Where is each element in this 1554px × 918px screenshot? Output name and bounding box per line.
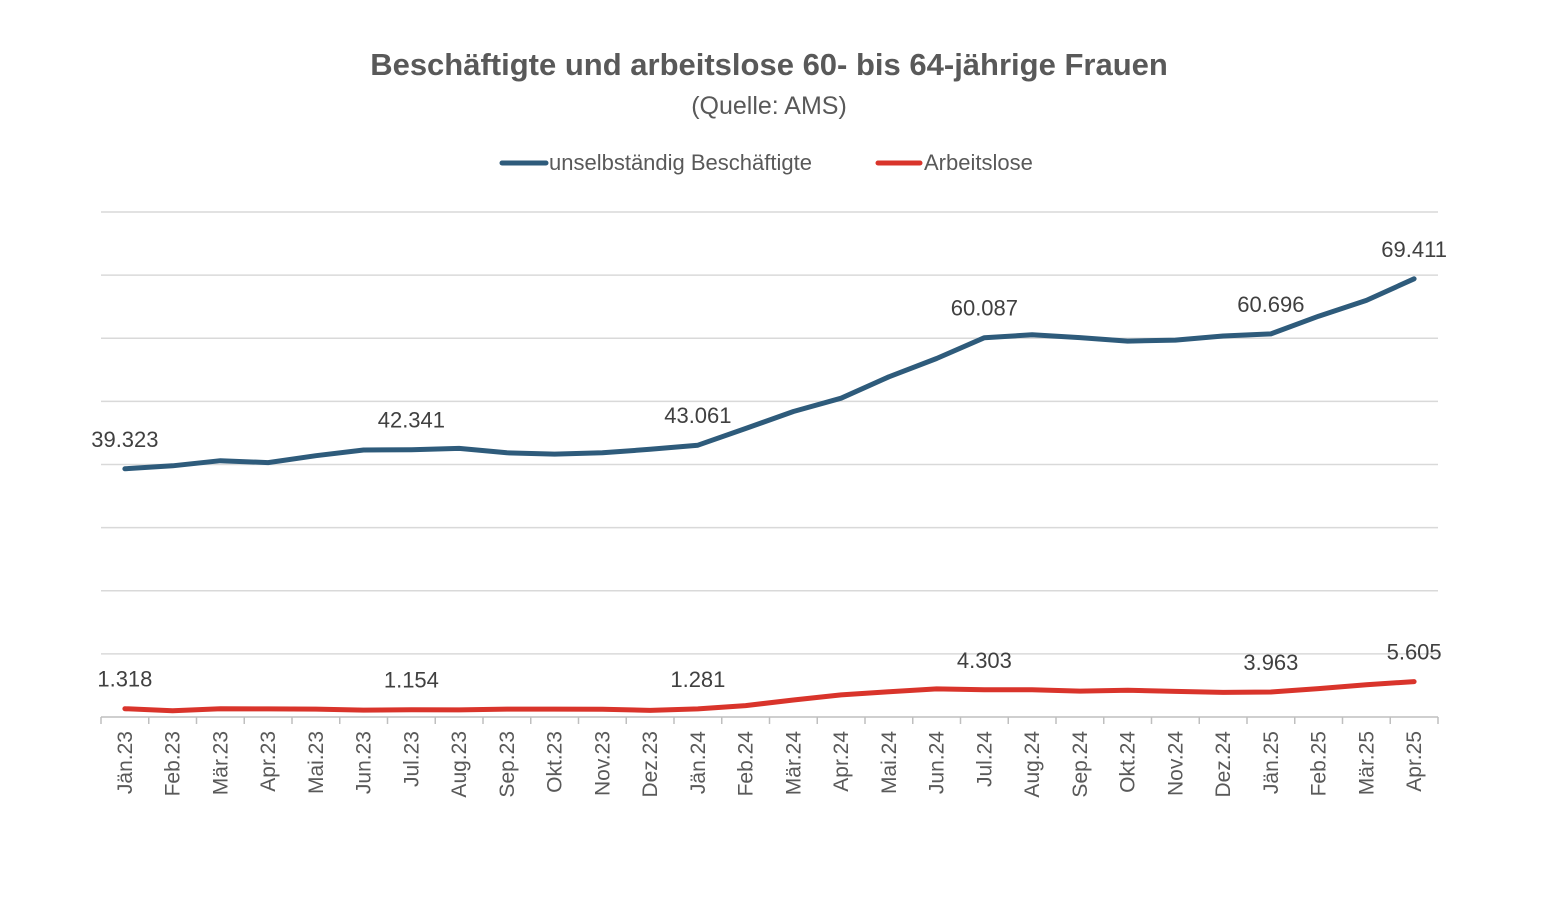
chart-title: Beschäftigte und arbeitslose 60- bis 64-… — [370, 47, 1168, 82]
x-tick-label: Mär.24 — [782, 731, 805, 796]
x-tick-label: Jul.23 — [400, 731, 423, 787]
x-tick-label: Jul.24 — [973, 731, 996, 787]
x-tick-label: Apr.24 — [830, 731, 853, 792]
series-line-0 — [122, 276, 1417, 472]
x-tick-label: Okt.24 — [1117, 731, 1140, 793]
x-tick-label: Dez.23 — [639, 731, 662, 798]
x-tick-label: Mai.23 — [305, 731, 328, 794]
data-label: 39.323 — [91, 427, 158, 452]
data-label: 42.341 — [378, 408, 445, 433]
legend: unselbständig Beschäftigte Arbeitslose — [499, 150, 1033, 175]
series-lines — [122, 276, 1417, 714]
data-label: 1.281 — [670, 667, 725, 692]
x-tick-label: Okt.23 — [544, 731, 567, 793]
x-tick-label: Jun.23 — [353, 731, 376, 794]
x-tick-label: Aug.23 — [448, 731, 471, 798]
x-tick-label: Jän.24 — [687, 731, 710, 794]
x-tick-label: Nov.24 — [1164, 731, 1187, 796]
x-tick-label: Feb.23 — [162, 731, 185, 796]
gridlines — [101, 211, 1438, 655]
x-tick-label: Jän.23 — [114, 731, 137, 794]
data-label: 3.963 — [1243, 650, 1298, 675]
x-tick-label: Jän.25 — [1260, 731, 1283, 794]
data-label: 1.154 — [384, 668, 439, 693]
x-tick-label: Nov.23 — [591, 731, 614, 796]
data-label: 60.087 — [951, 296, 1018, 321]
data-label: 43.061 — [664, 403, 731, 428]
x-tick-label: Feb.25 — [1308, 731, 1331, 796]
series-line-1 — [122, 679, 1417, 714]
x-axis — [100, 716, 1439, 724]
data-label: 5.605 — [1387, 640, 1442, 665]
x-tick-label: Sep.23 — [496, 731, 519, 798]
chart-subtitle: (Quelle: AMS) — [691, 92, 847, 120]
x-tick-label: Dez.24 — [1212, 731, 1235, 798]
x-tick-labels: Jän.23 Feb.23 Mär.23 Apr.23 Mai.23 Jun.23 Jul.… — [114, 731, 1426, 798]
data-label: 1.318 — [97, 667, 152, 692]
x-tick-label: Aug.24 — [1021, 731, 1044, 798]
legend-label-unemployed: Arbeitslose — [924, 150, 1033, 175]
x-tick-label: Jun.24 — [926, 731, 949, 794]
x-tick-label: Mai.24 — [878, 731, 901, 794]
x-tick-label: Apr.25 — [1403, 731, 1426, 792]
x-tick-label: Feb.24 — [735, 731, 758, 797]
data-label: 69.411 — [1381, 237, 1447, 262]
x-tick-label: Sep.24 — [1069, 731, 1092, 798]
x-tick-label: Mär.25 — [1355, 731, 1378, 795]
x-tick-label: Apr.23 — [257, 731, 280, 792]
data-label: 4.303 — [957, 648, 1012, 673]
data-label: 60.696 — [1237, 292, 1304, 317]
x-tick-label: Mär.23 — [209, 731, 232, 795]
legend-label-employed: unselbständig Beschäftigte — [549, 150, 812, 175]
data-labels: 39.323 42.341 43.061 60.087 60.696 69.411 1.31… — [91, 237, 1447, 693]
